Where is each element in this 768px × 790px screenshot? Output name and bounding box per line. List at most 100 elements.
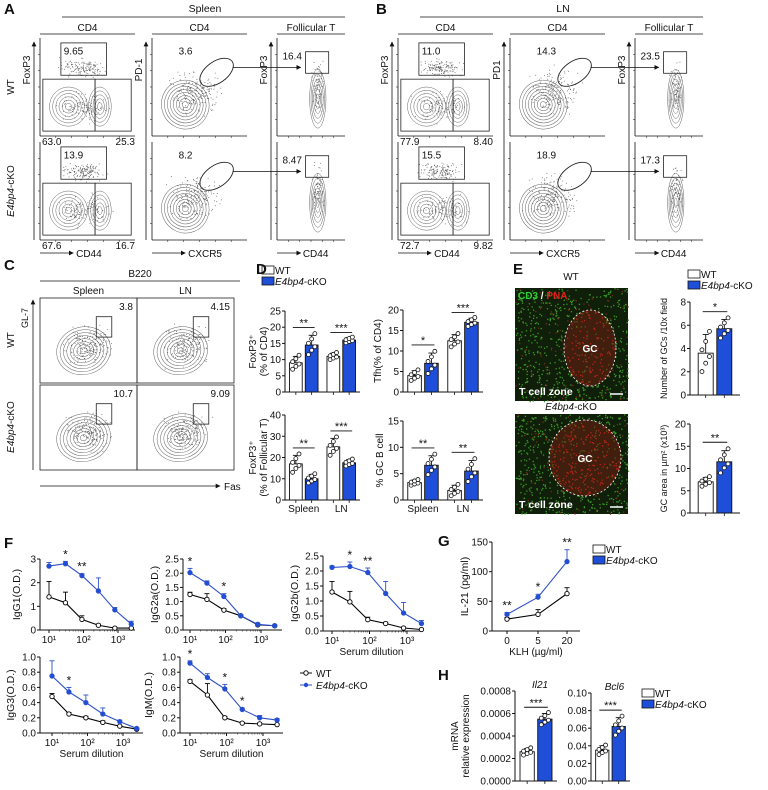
legend-swatch-cko (641, 699, 655, 709)
fluorescence-speck (534, 482, 536, 484)
event-dot (195, 90, 197, 92)
data-point (290, 469, 296, 475)
event-dot (452, 216, 453, 217)
event-dot (82, 177, 84, 179)
event-dot (88, 332, 90, 334)
event-dot (548, 98, 549, 100)
event-dot (195, 102, 197, 104)
fluorescence-speck (620, 364, 622, 366)
contour-line (80, 347, 88, 354)
fluorescence-speck (567, 513, 570, 515)
event-dot (423, 169, 425, 171)
event-dot (179, 90, 181, 92)
fluorescence-speck (609, 388, 611, 390)
event-dot (542, 204, 544, 206)
fluorescence-speck (571, 488, 573, 490)
event-dot (80, 173, 82, 175)
event-dot (441, 174, 442, 176)
event-dot (205, 204, 207, 206)
event-dot (182, 199, 184, 200)
event-dot (66, 65, 68, 67)
fluorescence-speck (583, 429, 585, 431)
event-dot (98, 218, 99, 219)
event-dot (100, 431, 102, 433)
event-dot (321, 193, 323, 195)
fluorescence-speck (583, 457, 585, 460)
fluorescence-speck (578, 509, 580, 511)
event-dot (102, 431, 104, 433)
event-dot (438, 211, 440, 213)
event-dot (439, 97, 441, 99)
plot-frame (136, 297, 235, 384)
fluorescence-speck (617, 495, 619, 497)
fluorescence-speck (520, 450, 522, 452)
event-dot (201, 98, 203, 99)
event-dot (435, 97, 437, 99)
event-dot (544, 106, 546, 108)
fluorescence-speck (622, 460, 624, 462)
event-dot (108, 213, 110, 215)
event-dot (439, 62, 441, 64)
event-dot (318, 101, 319, 103)
event-dot (192, 340, 194, 342)
event-dot (209, 89, 210, 91)
fluorescence-speck (536, 488, 538, 490)
fluorescence-speck (542, 454, 545, 456)
event-dot (193, 198, 194, 200)
event-dot (89, 123, 91, 125)
event-dot (537, 89, 539, 91)
event-dot (94, 65, 96, 66)
event-dot (191, 347, 193, 349)
event-dot (87, 438, 89, 440)
fluorescence-speck (625, 358, 627, 361)
event-dot (452, 200, 454, 202)
fluorescence-speck (562, 446, 564, 448)
event-dot (188, 92, 190, 94)
event-dot (177, 348, 179, 350)
event-dot (539, 79, 540, 81)
event-dot (79, 72, 81, 74)
event-dot (676, 88, 678, 89)
data-point (472, 320, 478, 326)
event-dot (539, 202, 541, 204)
event-dot (446, 209, 448, 211)
event-dot (187, 359, 189, 361)
fluorescence-speck (550, 490, 553, 493)
panel-label: F (4, 535, 13, 552)
fluorescence-speck (583, 479, 585, 481)
event-dot (95, 209, 97, 211)
fluorescence-speck (538, 423, 541, 426)
fluorescence-speck (597, 429, 600, 432)
event-dot (198, 93, 199, 94)
event-dot (78, 203, 80, 205)
event-dot (314, 205, 316, 206)
event-dot (185, 194, 186, 196)
event-dot (417, 211, 419, 213)
event-dot (559, 108, 561, 109)
event-dot (66, 210, 68, 211)
event-dot (79, 170, 81, 172)
fluorescence-speck (622, 307, 624, 310)
event-dot (188, 202, 190, 204)
fluorescence-speck (538, 500, 540, 503)
event-dot (450, 176, 452, 177)
fluorescence-speck (583, 443, 585, 445)
fluorescence-speck (617, 301, 619, 304)
event-dot (86, 431, 88, 433)
event-dot (434, 165, 436, 167)
event-dot (76, 165, 78, 167)
fluorescence-speck (615, 340, 617, 343)
event-dot (177, 344, 179, 346)
event-dot (72, 109, 73, 110)
event-dot (187, 184, 188, 186)
event-dot (197, 420, 198, 422)
event-dot (92, 76, 94, 78)
event-dot (319, 212, 321, 214)
event-dot (194, 420, 195, 422)
fluorescence-speck (617, 487, 619, 489)
fluorescence-speck (607, 375, 609, 377)
fluorescence-speck (540, 394, 542, 396)
gate-tfh (557, 57, 592, 87)
event-dot (93, 168, 95, 170)
fluorescence-speck (594, 459, 596, 462)
